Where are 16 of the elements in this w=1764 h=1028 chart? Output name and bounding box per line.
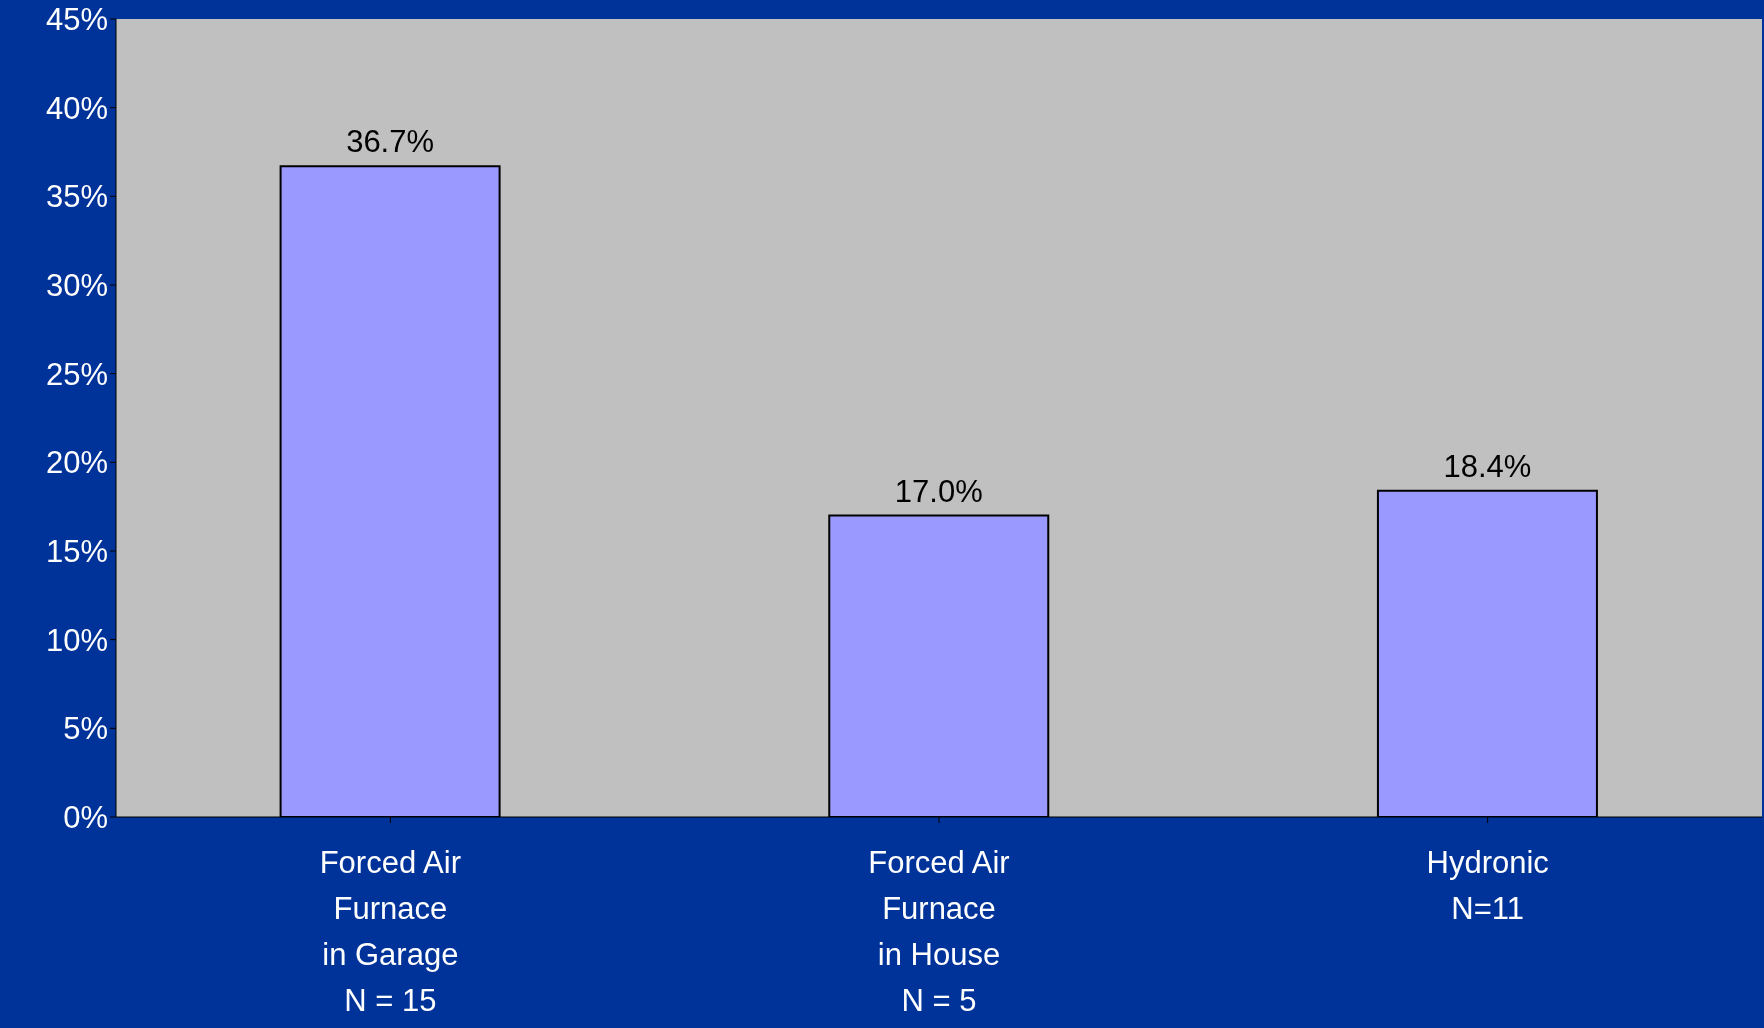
x-tick-label: Forced Air Furnace in House N = 5 [868, 845, 1010, 1018]
y-tick-label: 5% [63, 711, 108, 747]
y-tick-label: 20% [45, 445, 108, 481]
y-tick-label: 25% [45, 356, 108, 392]
y-tick-label: 40% [45, 90, 108, 126]
y-tick-label: 30% [45, 268, 108, 304]
y-tick-label: 45% [45, 2, 108, 38]
data-label: 17.0% [894, 473, 983, 509]
y-tick-label: 15% [45, 534, 108, 570]
y-tick-label: 10% [45, 622, 108, 658]
y-tick-label: 0% [63, 800, 108, 836]
data-label: 18.4% [1443, 448, 1532, 484]
data-label: 36.7% [346, 124, 435, 160]
x-tick-label: Forced Air Furnace in Garage N = 15 [319, 845, 461, 1018]
y-tick-label: 35% [45, 179, 108, 215]
x-tick-label: Hydronic N=11 [1426, 845, 1549, 926]
